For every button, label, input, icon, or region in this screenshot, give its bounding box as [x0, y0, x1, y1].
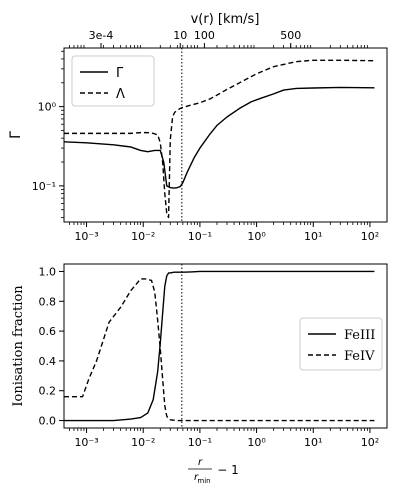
bottom-axes: 10⁻³ 10⁻² 10⁻¹ 10⁰ 10¹ 10² 0.0 0.2 0.4 0.6 0.8 1.0 [39, 265, 380, 449]
xlabel-numerator: r [198, 457, 203, 468]
bottom-legend-label: FeIV [344, 349, 375, 364]
bottom-x-axis-label: rr min− 1 [188, 457, 239, 485]
panel-gamma-lambda: 10⁻³ 10⁻² 10⁻¹ 10⁰ 10¹ 10² 10⁻¹ 10⁰ 3e-4 10 100 500… [8, 12, 388, 243]
top-x-tick-label: 10⁻³ [74, 230, 98, 243]
bottom-y-tick-label: 0.0 [39, 415, 57, 428]
top-x-tick-label: 10⁻¹ [188, 230, 212, 243]
bottom-legend-label: FeIII [344, 328, 375, 343]
top-x-tick-label: 10² [361, 230, 379, 243]
bottom-y-tick-label: 0.8 [39, 295, 57, 308]
bottom-y-axis-label: Ionisation fraction [11, 285, 26, 407]
top-y-tick-label: 10⁻¹ [32, 180, 56, 193]
bottom-series-feiv-line-1 [64, 278, 375, 422]
top-curves [63, 48, 375, 222]
top-legend-label: Λ [116, 87, 125, 102]
top-x-tick-label: 10⁰ [247, 230, 266, 243]
bottom-legend-box [299, 317, 383, 371]
bottom-y-tick-label: 1.0 [39, 265, 57, 278]
top-y-axis-label: Γ [8, 131, 24, 139]
bottom-x-tick-label: 10⁻² [131, 436, 155, 449]
bottom-y-tick-label: 0.6 [39, 325, 57, 338]
top-x-tick-label: 10¹ [304, 230, 322, 243]
top-top-axis-tick-label: 3e-4 [89, 29, 114, 42]
xlabel-denominator-subscript: min [197, 477, 210, 485]
top-series--line-0 [63, 86, 375, 189]
bottom-legend: FeIII FeIV [299, 317, 383, 371]
top-legend-label: Γ [116, 66, 124, 81]
top-series--line-1 [64, 59, 375, 219]
xlabel-denominator: r [194, 472, 199, 483]
top-axes: 10⁻³ 10⁻² 10⁻¹ 10⁰ 10¹ 10² 10⁻¹ 10⁰ 3e-4 10 100 500 [32, 29, 379, 243]
bottom-x-tick-label: 10⁻³ [74, 436, 98, 449]
top-top-axis-tick-label: 500 [280, 29, 301, 42]
top-axis-title: v(r) [km/s] [191, 12, 260, 27]
top-plot-frame [63, 47, 388, 223]
xlabel-minus-one: − 1 [217, 463, 239, 477]
bottom-x-tick-label: 10² [361, 436, 379, 449]
top-legend: ΓΛ [71, 55, 155, 107]
bottom-x-tick-label: 10⁰ [247, 436, 266, 449]
top-legend-box [71, 55, 155, 107]
top-y-tick-label: 10⁰ [38, 101, 57, 114]
bottom-y-tick-label: 0.4 [39, 355, 57, 368]
bottom-x-tick-label: 10¹ [304, 436, 322, 449]
top-top-axis-tick-label: 10 [173, 29, 187, 42]
top-top-axis-tick-label: 100 [194, 29, 215, 42]
bottom-y-tick-label: 0.2 [39, 385, 57, 398]
panel-ionisation: 10⁻³ 10⁻² 10⁻¹ 10⁰ 10¹ 10²0.00.20.40.60.81.0 … [11, 263, 388, 485]
bottom-series-feiii-line-0 [64, 270, 375, 422]
bottom-plot-frame [63, 263, 388, 429]
bottom-curves [64, 264, 375, 428]
top-x-tick-label: 10⁻² [131, 230, 155, 243]
bottom-x-tick-label: 10⁻¹ [188, 436, 212, 449]
